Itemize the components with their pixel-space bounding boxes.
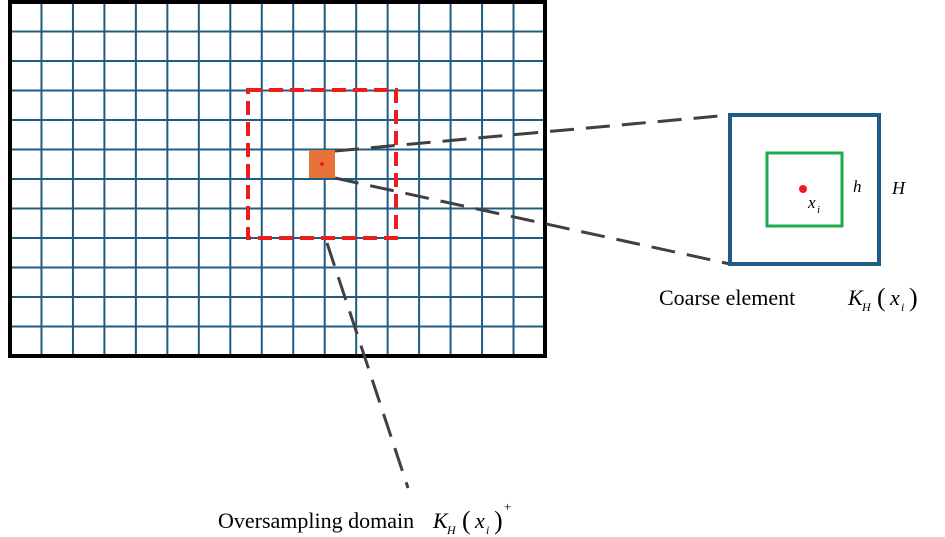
coarse-element-zoom-box xyxy=(728,113,881,266)
oversampling-domain-caption: Oversampling domain K H ( x i ) + xyxy=(218,499,511,537)
coarse-caption-subscript-H: H xyxy=(861,300,872,314)
point-label-x: x xyxy=(807,193,816,212)
oversampling-caption-subscript-H: H xyxy=(446,523,457,537)
oversampling-caption-K: K xyxy=(432,508,449,533)
coarse-size-label-H: H xyxy=(891,178,906,198)
oversampling-caption-x: x xyxy=(474,508,485,533)
center-point-xi xyxy=(799,185,807,193)
coarse-caption-paren-open: ( xyxy=(877,283,886,312)
fine-element-box xyxy=(765,151,844,228)
oversampling-region-box xyxy=(246,88,398,240)
coarse-caption-K: K xyxy=(847,285,864,310)
oversampling-caption-subscript-i: i xyxy=(486,523,489,537)
coarse-caption-subscript-i: i xyxy=(901,300,904,314)
oversampling-caption-superscript-plus: + xyxy=(504,499,511,514)
oversampling-leader-line xyxy=(325,242,410,489)
domain-border xyxy=(8,0,547,358)
coarse-cell-center-point xyxy=(320,162,324,166)
coarse-element-caption-text: Coarse element xyxy=(659,285,795,310)
point-label-subscript-i: i xyxy=(817,204,820,216)
fine-mesh-grid xyxy=(10,2,545,356)
fine-size-label-h: h xyxy=(853,177,862,196)
coarse-element-caption: Coarse element K H ( x i ) xyxy=(659,283,918,314)
oversampling-caption-text: Oversampling domain xyxy=(218,508,414,533)
coarse-caption-x: x xyxy=(889,285,900,310)
zoom-leader-line-top xyxy=(334,113,731,153)
coarse-caption-paren-close: ) xyxy=(909,283,918,312)
oversampling-caption-paren-close: ) xyxy=(494,506,503,535)
zoom-leader-line-bottom xyxy=(334,176,731,266)
oversampling-caption-paren-open: ( xyxy=(462,506,471,535)
